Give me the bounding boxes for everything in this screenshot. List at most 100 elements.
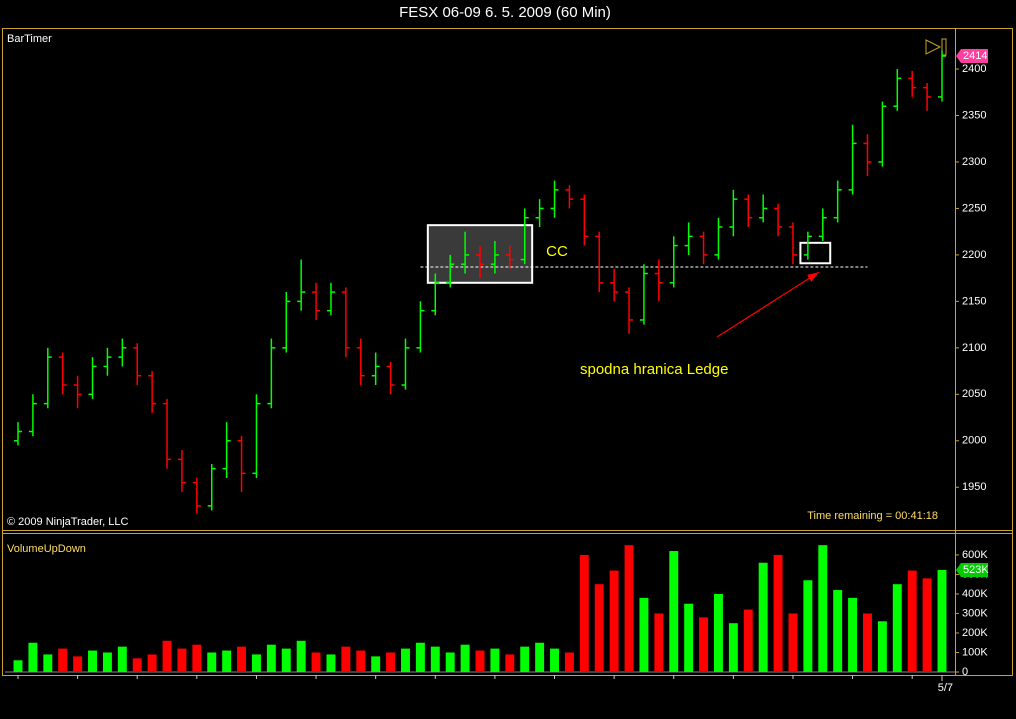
volume-bar	[371, 656, 381, 672]
frame	[2, 28, 1013, 676]
volume-bar	[699, 617, 709, 672]
volume-bar	[177, 648, 187, 672]
volume-bar	[281, 648, 291, 672]
y-tick-label: 400K	[962, 588, 988, 600]
volume-bar	[773, 554, 783, 672]
y-tick-label: 1950	[962, 481, 986, 493]
volume-bar	[654, 613, 664, 672]
volume-bar	[386, 652, 396, 672]
volume-bar	[892, 584, 902, 672]
volume-bar	[818, 545, 828, 672]
volume-bar	[43, 654, 53, 672]
volume-bar	[877, 621, 887, 672]
x-tick-label: 5/7	[938, 682, 953, 694]
volume-bar	[162, 640, 172, 672]
volume-bar	[311, 652, 321, 672]
y-tick-label: 600K	[962, 549, 988, 561]
y-tick-label: 2150	[962, 295, 986, 307]
y-tick-label: 2000	[962, 435, 986, 447]
cc-label: CC	[546, 243, 568, 260]
arrow	[716, 271, 820, 338]
plot: 1950 2000 2050 2100 2150 2200 2250 2300 2350 2400…	[5, 49, 989, 694]
y-tick-label: 2250	[962, 202, 986, 214]
volume-bar	[505, 654, 515, 672]
volume-bar	[356, 650, 366, 672]
volume-bar	[73, 656, 83, 672]
volume-bar	[713, 593, 723, 672]
y-tick-label: 2100	[962, 342, 986, 354]
volume-bar	[147, 654, 157, 672]
time-remaining: Time remaining = 00:41:18	[807, 510, 938, 522]
volume-bar	[833, 590, 843, 672]
y-tick-label: 2200	[962, 249, 986, 261]
volume-bar	[743, 609, 753, 672]
volume-bar	[669, 551, 679, 672]
volume-bar	[624, 545, 634, 672]
last-price-tag	[956, 49, 988, 64]
volume-bar	[728, 623, 738, 672]
volume-bar	[192, 644, 202, 672]
last-price-label: 2414	[963, 50, 987, 62]
y-tick-label: 2050	[962, 388, 986, 400]
volume-bar	[251, 654, 261, 672]
volume-bar	[326, 654, 336, 672]
y-tick-label: 2350	[962, 109, 986, 121]
volume-bar	[684, 603, 694, 672]
volume-bar	[535, 642, 545, 672]
volume-bar	[237, 646, 247, 672]
volume-bar	[758, 562, 768, 672]
volume-bar	[520, 646, 530, 672]
volume-bar	[803, 580, 813, 672]
volume-bar	[639, 597, 649, 672]
volume-bar	[88, 650, 97, 672]
y-tick-label: 2300	[962, 156, 986, 168]
annotation-box	[799, 241, 832, 265]
volume-bar	[460, 644, 470, 672]
volume-bar	[401, 648, 410, 672]
y-tick-label: 200K	[962, 627, 988, 639]
last-volume-label: 523K	[963, 564, 989, 576]
volume-bar	[490, 648, 500, 672]
volume-bar	[907, 570, 917, 672]
bar-timer-icon	[925, 39, 942, 55]
volume-bar	[58, 648, 68, 672]
volume-bar	[341, 646, 351, 672]
y-tick-label: 300K	[962, 607, 988, 619]
volume-bar	[475, 650, 485, 672]
volume-bar	[415, 642, 425, 672]
volume-bar	[848, 597, 858, 672]
volume-bar	[445, 652, 455, 672]
volume-bar	[579, 554, 589, 672]
volume-bar	[296, 640, 306, 672]
volume-bar	[594, 584, 604, 672]
volume-bar	[609, 570, 619, 672]
volume-bar	[863, 613, 872, 672]
volume-bar	[788, 613, 798, 672]
last-volume-tag	[956, 562, 988, 577]
volume-bar	[564, 652, 574, 672]
volume-bar	[266, 644, 276, 672]
bar-timer-icon	[941, 38, 947, 56]
volume-bar	[28, 642, 38, 672]
ledge-label: spodna hranica Ledge	[580, 361, 728, 378]
volume-bar	[430, 646, 440, 672]
y-tick-label: 100K	[962, 646, 988, 658]
arrow-head	[807, 272, 819, 282]
volume-bar	[207, 652, 217, 672]
volume-bar	[222, 650, 232, 672]
chart-title: FESX 06-09 6. 5. 2009 (60 Min)	[399, 4, 611, 21]
copyright: © 2009 NinjaTrader, LLC	[7, 516, 128, 528]
volume-bar	[102, 652, 112, 672]
volume-bar	[13, 660, 23, 672]
volume-bar	[550, 648, 559, 672]
bar-timer-label: BarTimer	[7, 33, 52, 45]
y-tick-label: 2400	[962, 63, 986, 75]
volume-bar	[937, 569, 947, 672]
volume-bar	[922, 578, 932, 672]
volume-title: VolumeUpDown	[7, 543, 86, 555]
volume-bar	[117, 646, 127, 672]
y-tick-label: 0	[962, 666, 968, 678]
volume-bar	[132, 658, 142, 672]
